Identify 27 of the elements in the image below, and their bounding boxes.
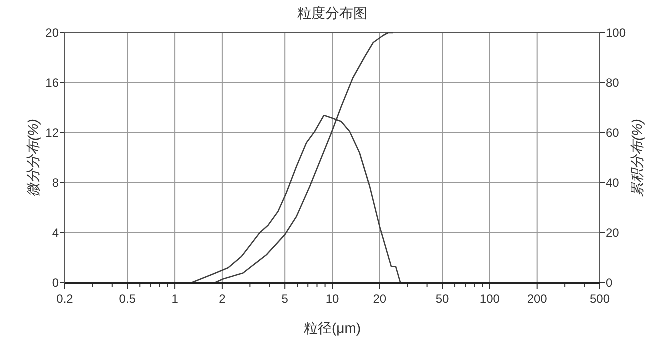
y-axis-title: 微分分布(%) <box>25 119 41 197</box>
x-axis-title: 粒径(μm) <box>304 320 362 336</box>
y-tick-label: 0 <box>52 276 60 290</box>
x-tick-label: 1 <box>172 292 179 306</box>
x-tick-label: 100 <box>480 292 500 306</box>
x-tick-label: 5 <box>282 292 289 306</box>
y2-tick-label: 60 <box>606 126 620 140</box>
x-tick-label: 50 <box>436 292 450 306</box>
y2-tick-label: 40 <box>606 176 620 190</box>
x-tick-label: 20 <box>373 292 387 306</box>
y-tick-label: 20 <box>46 26 60 40</box>
x-tick-label: 2 <box>219 292 226 306</box>
x-tick-label: 200 <box>527 292 548 306</box>
chart-title: 粒度分布图 <box>298 5 368 21</box>
y2-axis-title: 累积分布(%) <box>629 119 645 197</box>
x-tick-label: 500 <box>590 292 610 306</box>
y2-tick-label: 80 <box>606 76 620 90</box>
x-tick-label: 0.5 <box>119 292 136 306</box>
y-tick-label: 16 <box>46 76 60 90</box>
y2-tick-label: 0 <box>606 276 613 290</box>
x-tick-label: 10 <box>326 292 340 306</box>
x-tick-label: 0.2 <box>56 292 74 306</box>
y-tick-label: 4 <box>52 226 60 240</box>
y2-tick-label: 20 <box>606 226 620 240</box>
y-tick-label: 8 <box>52 176 60 190</box>
y2-tick-label: 100 <box>606 26 626 40</box>
y-tick-label: 12 <box>46 126 60 140</box>
